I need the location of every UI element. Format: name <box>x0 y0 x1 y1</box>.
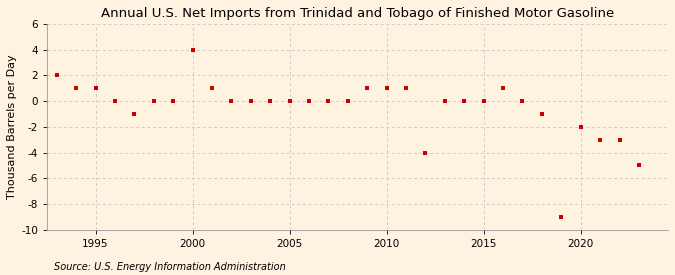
Point <box>459 99 470 103</box>
Point <box>90 86 101 90</box>
Point <box>575 125 586 129</box>
Point <box>595 138 605 142</box>
Point <box>71 86 82 90</box>
Point <box>420 150 431 155</box>
Point <box>51 73 62 78</box>
Point <box>479 99 489 103</box>
Point <box>614 138 625 142</box>
Point <box>497 86 508 90</box>
Point <box>401 86 412 90</box>
Point <box>246 99 256 103</box>
Point <box>109 99 120 103</box>
Point <box>381 86 392 90</box>
Point <box>537 112 547 116</box>
Point <box>187 47 198 52</box>
Point <box>148 99 159 103</box>
Point <box>129 112 140 116</box>
Y-axis label: Thousand Barrels per Day: Thousand Barrels per Day <box>7 54 17 199</box>
Text: Source: U.S. Energy Information Administration: Source: U.S. Energy Information Administ… <box>54 262 286 272</box>
Point <box>342 99 353 103</box>
Point <box>439 99 450 103</box>
Point <box>284 99 295 103</box>
Point <box>362 86 373 90</box>
Point <box>226 99 237 103</box>
Point <box>323 99 334 103</box>
Point <box>517 99 528 103</box>
Point <box>304 99 315 103</box>
Point <box>265 99 275 103</box>
Point <box>207 86 217 90</box>
Point <box>634 163 645 168</box>
Point <box>556 215 567 219</box>
Title: Annual U.S. Net Imports from Trinidad and Tobago of Finished Motor Gasoline: Annual U.S. Net Imports from Trinidad an… <box>101 7 614 20</box>
Point <box>168 99 179 103</box>
